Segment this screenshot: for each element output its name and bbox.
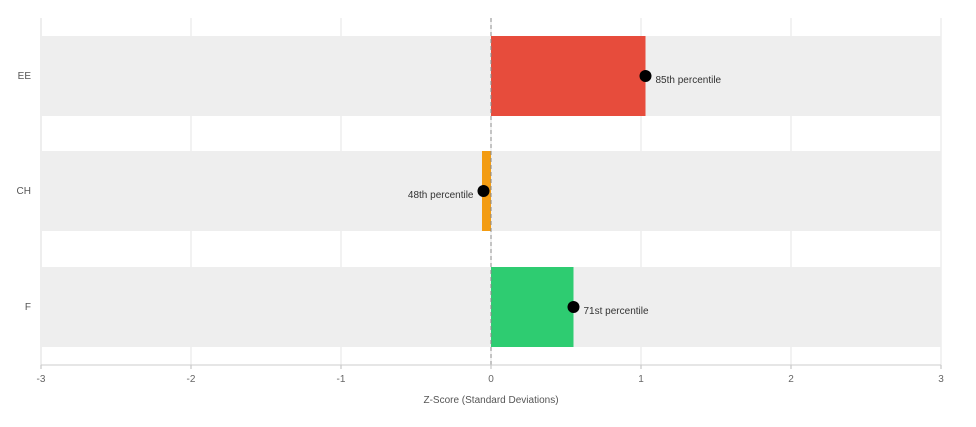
bar-f <box>491 267 574 347</box>
bar-ee <box>491 36 646 116</box>
x-tick-label: 3 <box>938 374 944 385</box>
x-tick-label: -2 <box>187 374 196 385</box>
x-axis: -3 -2 -1 0 1 2 3 <box>37 18 944 385</box>
percentile-label-ch: 48th percentile <box>408 190 474 201</box>
x-tick-label: 2 <box>788 374 794 385</box>
percentile-label-f: 71st percentile <box>584 306 649 317</box>
category-band <box>42 151 941 231</box>
category-label-ch: CH <box>17 186 31 197</box>
x-axis-title: Z-Score (Standard Deviations) <box>423 395 558 406</box>
marker-ch <box>477 185 490 197</box>
percentile-label-ee: 85th percentile <box>656 75 722 86</box>
category-label-f: F <box>25 302 31 313</box>
x-tick-label: 0 <box>488 374 494 385</box>
category-label-ee: EE <box>18 71 32 82</box>
labels: EE 85th percentile CH 48th percentile F 71st … <box>17 71 722 317</box>
marker-f <box>567 301 580 313</box>
bars <box>482 36 646 347</box>
x-tick-label: 1 <box>638 374 644 385</box>
x-tick-label: -1 <box>337 374 346 385</box>
marker-ee <box>639 70 652 82</box>
x-tick-label: -3 <box>37 374 46 385</box>
markers <box>477 70 652 313</box>
